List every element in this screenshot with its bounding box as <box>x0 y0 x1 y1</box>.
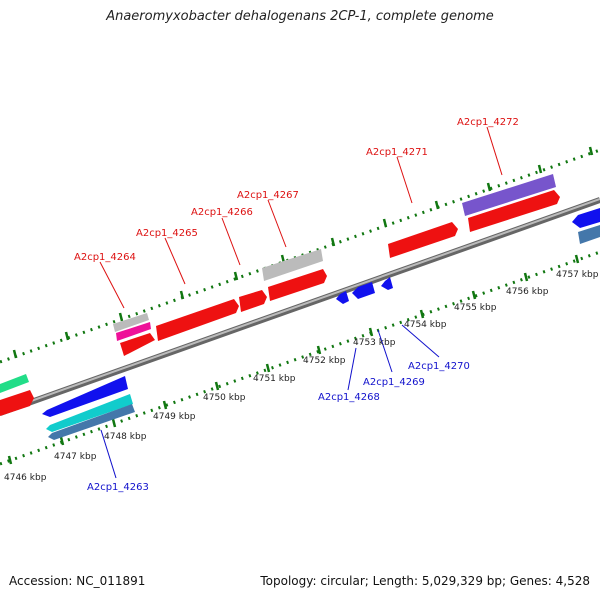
scale-label: 4753 kbp <box>353 338 396 348</box>
scale-label: 4751 kbp <box>253 374 296 384</box>
accession-text: Accession: NC_011891 <box>9 574 146 588</box>
gene-feature[interactable] <box>239 290 267 312</box>
gene-feature[interactable] <box>113 313 149 332</box>
gene-feature[interactable] <box>336 291 349 304</box>
gene-feature[interactable] <box>0 374 29 393</box>
gene-feature[interactable] <box>262 249 323 281</box>
scale-label: 4746 kbp <box>4 473 47 483</box>
gene-feature[interactable] <box>352 282 375 299</box>
gene-label[interactable]: A2cp1_4267 <box>237 190 299 201</box>
gene-label[interactable]: A2cp1_4268 <box>318 392 380 403</box>
reverse-major-ticks <box>7 254 580 465</box>
gene-feature[interactable] <box>381 277 393 290</box>
gene-feature[interactable] <box>388 222 458 258</box>
gene-label[interactable]: A2cp1_4271 <box>366 147 428 158</box>
scale-label: 4752 kbp <box>303 356 346 366</box>
gene-label[interactable]: A2cp1_4269 <box>363 377 425 388</box>
reverse-genes <box>42 208 600 440</box>
forward-gene-labels: A2cp1_4264 A2cp1_4265 A2cp1_4266 A2cp1_4… <box>74 117 519 263</box>
reverse-label-leaders <box>100 324 440 479</box>
gene-label[interactable]: A2cp1_4272 <box>457 117 519 128</box>
gene-feature[interactable] <box>578 225 600 244</box>
map-title: Anaeromyxobacter dehalogenans 2CP-1, com… <box>106 9 494 24</box>
forward-genes <box>0 174 560 416</box>
genome-backbone-highlight <box>0 198 600 413</box>
gene-feature[interactable] <box>120 333 155 356</box>
gene-feature[interactable] <box>462 174 556 216</box>
scale-label: 4749 kbp <box>153 412 196 422</box>
gene-feature[interactable] <box>268 269 327 301</box>
scale-label: 4748 kbp <box>104 432 147 442</box>
gene-label[interactable]: A2cp1_4266 <box>191 207 253 218</box>
reverse-gene-labels: A2cp1_4263 A2cp1_4268 A2cp1_4269 A2cp1_4… <box>87 361 470 493</box>
scale-label: 4755 kbp <box>454 303 497 313</box>
gene-label[interactable]: A2cp1_4264 <box>74 252 136 263</box>
forward-major-ticks <box>12 146 594 359</box>
scale-label: 4750 kbp <box>203 393 246 403</box>
scale-label: 4754 kbp <box>404 320 447 330</box>
forward-label-leaders <box>99 126 503 309</box>
gene-feature[interactable] <box>116 322 151 341</box>
gene-feature[interactable] <box>572 208 600 228</box>
scale-label: 4757 kbp <box>556 270 599 280</box>
gene-feature[interactable] <box>48 404 135 440</box>
gene-label[interactable]: A2cp1_4265 <box>136 228 198 239</box>
gene-label[interactable]: A2cp1_4263 <box>87 482 149 493</box>
genome-summary-text: Topology: circular; Length: 5,029,329 bp… <box>260 574 590 588</box>
gene-feature[interactable] <box>42 376 128 417</box>
gene-label[interactable]: A2cp1_4270 <box>408 361 470 372</box>
gene-feature[interactable] <box>0 390 34 416</box>
scale-label: 4756 kbp <box>506 287 549 297</box>
gene-feature[interactable] <box>468 190 560 232</box>
gene-feature[interactable] <box>46 394 133 432</box>
scale-label: 4747 kbp <box>54 452 97 462</box>
gene-feature[interactable] <box>156 299 239 341</box>
scale-labels: 4746 kbp 4747 kbp 4748 kbp 4749 kbp 4750… <box>4 270 599 483</box>
genome-diagram: 4746 kbp 4747 kbp 4748 kbp 4749 kbp 4750… <box>0 117 600 493</box>
